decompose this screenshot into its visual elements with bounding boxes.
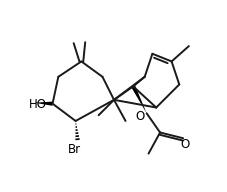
- Text: O: O: [135, 110, 144, 123]
- Text: Br: Br: [68, 143, 81, 156]
- Polygon shape: [131, 85, 146, 113]
- Polygon shape: [34, 102, 52, 106]
- Text: HO: HO: [28, 98, 46, 111]
- Text: O: O: [180, 138, 189, 151]
